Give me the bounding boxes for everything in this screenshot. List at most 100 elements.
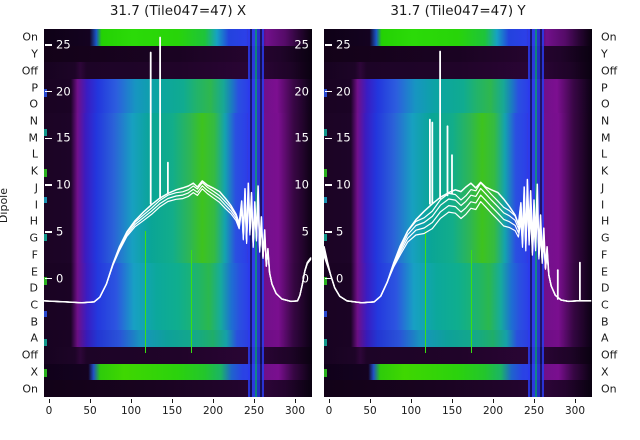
- heatmap-row: [44, 62, 312, 80]
- inner-tick-label-right: 10: [294, 177, 309, 192]
- heatmap-row: [44, 330, 312, 348]
- x-tick-mark: [534, 399, 536, 403]
- inner-tick-dash: [45, 231, 52, 233]
- x-tick-mark: [575, 399, 577, 403]
- inner-tick-label: 0: [56, 270, 64, 285]
- dipole-label-right: C: [601, 298, 609, 312]
- dipole-label-left: P: [31, 81, 38, 95]
- overlay-curve: [324, 50, 592, 304]
- inner-tick-label: 5: [336, 224, 344, 239]
- inner-tick-label: 20: [336, 83, 351, 98]
- heatmap-row: [44, 213, 312, 231]
- x-tick-label: 100: [120, 405, 142, 417]
- dipole-label-left: On: [22, 382, 38, 396]
- dipole-label-right: L: [601, 147, 608, 161]
- dipole-label-left: B: [30, 315, 38, 329]
- dipole-label-right: H: [601, 214, 610, 228]
- x-tick-label: 100: [400, 405, 422, 417]
- edge-speck: [324, 197, 327, 203]
- inner-tick-label: 25: [56, 37, 71, 52]
- inner-tick-label: 15: [336, 130, 351, 145]
- heatmap-row: [324, 380, 592, 397]
- dipole-label-right: B: [601, 315, 609, 329]
- dipole-label-right: On: [601, 30, 617, 44]
- dipole-label-left: Y: [31, 47, 38, 61]
- dipole-label-right: Y: [601, 47, 608, 61]
- edge-speck: [44, 234, 47, 241]
- dipole-label-right: J: [601, 181, 605, 195]
- dipole-label-left: K: [30, 164, 38, 178]
- dipole-label-left: D: [29, 281, 38, 295]
- heatmap-row: [44, 296, 312, 314]
- heatmap-row: [324, 29, 592, 47]
- heatmap-row: [44, 313, 312, 331]
- x-tick-mark: [452, 399, 454, 403]
- heatmap-row: [44, 129, 312, 147]
- dipole-label-right: I: [601, 198, 605, 212]
- edge-speck: [44, 169, 47, 177]
- dipole-label-right: G: [601, 231, 610, 245]
- dipole-label-left: On: [22, 30, 38, 44]
- dipole-label-left: Off: [21, 64, 38, 78]
- dipole-label-right: X: [601, 365, 609, 379]
- x-tick-label: 50: [83, 405, 97, 417]
- heatmap-row: [324, 112, 592, 130]
- dipole-label-left: O: [29, 97, 38, 111]
- dipole-label-left: G: [29, 231, 38, 245]
- overlay-curve: [44, 36, 312, 304]
- inner-tick-dash: [325, 44, 332, 46]
- heatmap-row: [324, 330, 592, 348]
- heatmap-row: [324, 162, 592, 181]
- dipole-label-right: F: [601, 248, 608, 262]
- inner-tick-label-right: 0: [301, 270, 309, 285]
- heatmap-row: [324, 346, 592, 365]
- heatmap-row: [44, 229, 312, 248]
- edge-speck: [324, 129, 327, 136]
- dipole-label-left: L: [31, 147, 38, 161]
- edge-speck: [44, 129, 47, 136]
- inner-tick-dash: [45, 90, 52, 93]
- x-tick-label: 300: [564, 405, 586, 417]
- edge-speck: [44, 277, 47, 285]
- heatmap-row: [324, 296, 592, 314]
- green-line: [470, 249, 472, 353]
- x-tick-mark: [49, 399, 51, 403]
- heatmap-row: [44, 363, 312, 381]
- edge-speck: [324, 339, 327, 346]
- right-panel-title: 31.7 (Tile047=47) Y: [390, 3, 526, 19]
- inner-tick-label: 0: [336, 270, 344, 285]
- x-tick-label: 250: [523, 405, 545, 417]
- x-tick-label: 0: [45, 405, 53, 417]
- heatmap-row: [324, 313, 592, 331]
- green-line: [190, 249, 192, 353]
- edge-speck: [324, 169, 327, 177]
- dipole-label-right: A: [601, 331, 609, 345]
- heatmap-row: [44, 246, 312, 264]
- edge-speck: [324, 369, 327, 377]
- stripe-column: [260, 29, 262, 397]
- dipole-label-left: M: [28, 131, 39, 145]
- x-tick-mark: [329, 399, 331, 403]
- x-tick-label: 200: [482, 405, 504, 417]
- inner-tick-dash: [45, 184, 52, 186]
- dipole-label-left: N: [29, 114, 38, 128]
- dipole-label-right: On: [601, 382, 617, 396]
- inner-tick-dash: [325, 184, 332, 186]
- heatmap-panel-y: 25 20 15 10 5 0: [324, 29, 592, 397]
- x-tick-label: 300: [284, 405, 306, 417]
- edge-speck: [44, 369, 47, 377]
- inner-tick-label: 5: [56, 224, 64, 239]
- heatmap-row: [324, 129, 592, 147]
- heatmap-row: [44, 29, 312, 47]
- left-panel-title: 31.7 (Tile047=47) X: [109, 3, 247, 19]
- inner-tick-dash: [325, 231, 332, 233]
- dipole-label-right: O: [601, 97, 610, 111]
- heatmap-row: [324, 246, 592, 264]
- dipole-label-left: H: [29, 214, 38, 228]
- dipole-label-left: C: [30, 298, 38, 312]
- inner-tick-label: 25: [336, 37, 351, 52]
- edge-speck: [324, 234, 327, 241]
- x-tick-mark: [213, 399, 215, 403]
- x-tick-mark: [493, 399, 495, 403]
